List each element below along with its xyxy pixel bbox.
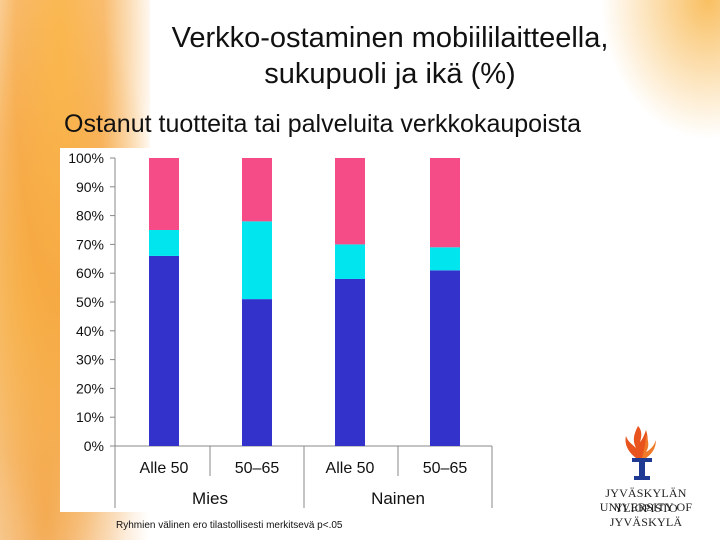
slide-title-line2: sukupuoli ja ikä (%) xyxy=(264,58,516,90)
university-logo: JYVÄSKYLÄN YLIOPISTO UNIVERSITY OF JYVÄS… xyxy=(576,420,716,529)
y-tick-label: 0% xyxy=(84,438,104,454)
y-tick-label: 70% xyxy=(76,236,104,252)
y-tick-label: 90% xyxy=(76,179,104,195)
x-group-label: Nainen xyxy=(371,489,425,508)
bar-segment xyxy=(430,247,460,271)
bar-segment xyxy=(430,270,460,446)
footnote: Ryhmien välinen ero tilastollisesti merk… xyxy=(116,520,343,531)
chart-panel: 0% 10% 20% 30% 40% 50% 60% 70% 80% 90% 100% Alle 50… xyxy=(60,148,494,512)
x-category-label: Alle 50 xyxy=(140,460,189,477)
bar-segment xyxy=(149,230,179,256)
bar-segment xyxy=(242,221,272,300)
y-tick-label: 100% xyxy=(68,150,104,166)
bar-segment xyxy=(242,158,272,222)
torch-flame-icon xyxy=(625,426,656,480)
y-tick-label: 50% xyxy=(76,294,104,310)
chart-subtitle: Ostanut tuotteita tai palveluita verkkok… xyxy=(64,110,581,138)
bar-segment xyxy=(242,299,272,446)
bar-segment xyxy=(335,278,365,446)
x-category-label: 50–65 xyxy=(235,460,280,477)
x-category-label: 50–65 xyxy=(423,460,468,477)
stacked-bar-chart: 0% 10% 20% 30% 40% 50% 60% 70% 80% 90% 100% Alle 50… xyxy=(68,150,493,508)
y-tick-label: 20% xyxy=(76,380,104,396)
bar-segment xyxy=(149,255,179,446)
bar-segment xyxy=(335,158,365,245)
slide-title-line1: Verkko-ostaminen mobiililaitteella, xyxy=(171,22,609,54)
logo-text-english: UNIVERSITY OF JYVÄSKYLÄ xyxy=(599,500,693,529)
decorative-leaf-corner xyxy=(600,0,720,140)
logo-text-finnish: JYVÄSKYLÄN YLIOPISTO xyxy=(605,486,687,515)
y-tick-label: 60% xyxy=(76,265,104,281)
x-group-label: Mies xyxy=(192,489,228,508)
y-tick-label: 30% xyxy=(76,352,104,368)
y-tick-label: 80% xyxy=(76,208,104,224)
x-category-label: Alle 50 xyxy=(326,460,375,477)
slide-title: Verkko-ostaminen mobiililaitteella, suku… xyxy=(100,20,680,92)
bar-segment xyxy=(430,158,460,248)
y-tick-label: 10% xyxy=(76,409,104,425)
bar-segment xyxy=(335,244,365,279)
bar-segment xyxy=(149,158,179,230)
y-tick-label: 40% xyxy=(76,323,104,339)
